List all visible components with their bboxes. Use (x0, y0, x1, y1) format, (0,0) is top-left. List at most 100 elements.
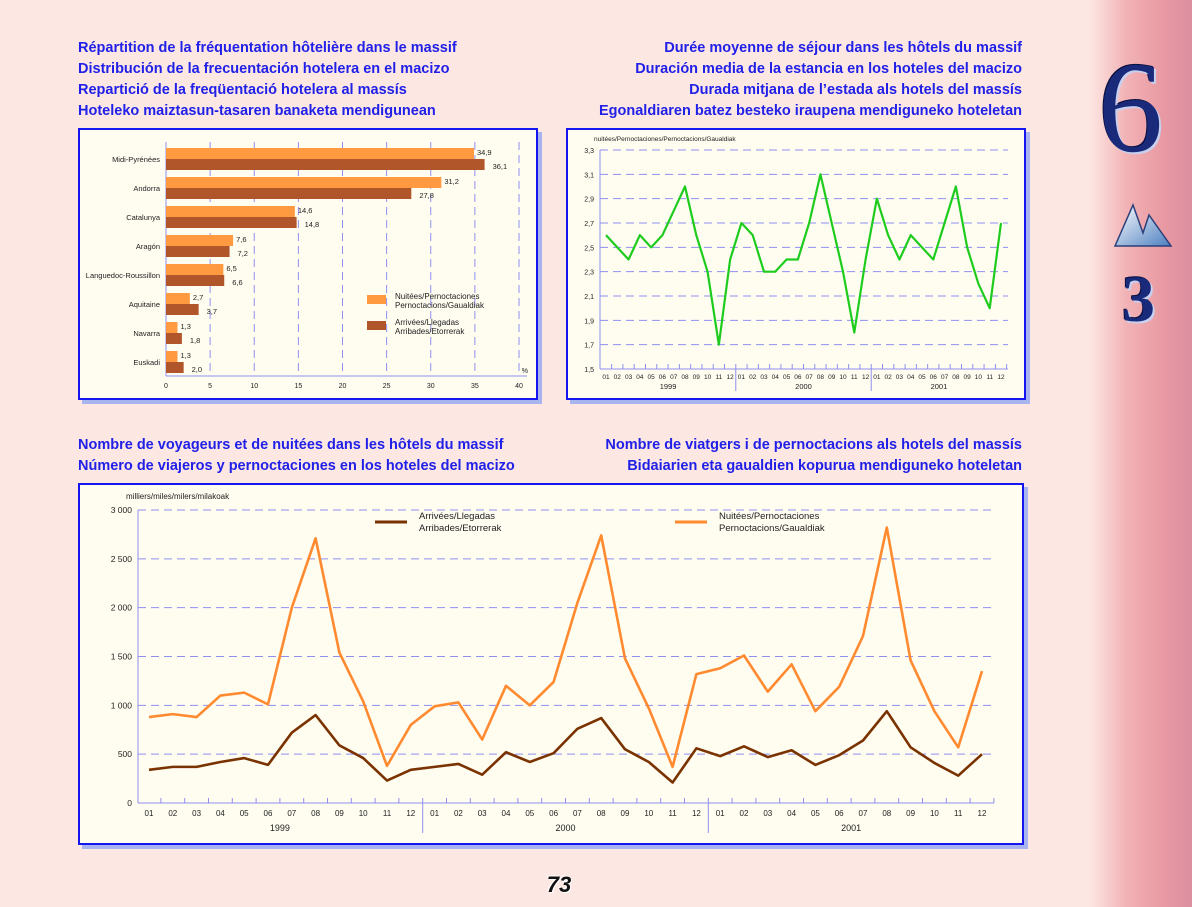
y-tick-label: 2 000 (111, 603, 133, 613)
bar-value-label: 2,7 (193, 293, 203, 302)
x-tick-label: 07 (573, 809, 582, 818)
x-tick-label: 02 (749, 374, 757, 381)
x-tick-label: 06 (659, 374, 667, 381)
x-tick-label: 03 (760, 374, 768, 381)
x-tick-label: 25 (383, 383, 391, 390)
y-tick-label: 2,3 (584, 270, 594, 277)
y-tick-label: 500 (118, 749, 132, 759)
y-tick-label: 1 000 (111, 700, 133, 710)
x-tick-label: 02 (885, 374, 893, 381)
category-label: Aquitaine (129, 300, 160, 309)
x-tick-label: 01 (738, 374, 746, 381)
y-tick-label: 2,1 (584, 294, 594, 301)
x-tick-label: 11 (715, 374, 722, 381)
x-tick-label: 03 (896, 374, 904, 381)
legend-label: Arribades/Etorrerak (395, 327, 465, 336)
x-tick-label: 10 (704, 374, 712, 381)
bar (166, 293, 190, 304)
title-line: Distribución de la frecuentación hoteler… (78, 61, 450, 77)
x-tick-label: 01 (602, 374, 610, 381)
category-label: Catalunya (126, 213, 161, 222)
year-label: 2001 (841, 823, 861, 833)
title-travelers: Nombre de voyageurs et de nuitées dans l… (78, 435, 515, 477)
title-line: Hoteleko maiztasun-tasaren banaketa mend… (78, 103, 436, 119)
x-tick-label: 10 (644, 809, 653, 818)
x-tick-label: 01 (716, 809, 725, 818)
x-tick-label: 09 (906, 809, 915, 818)
x-tick-label: 10 (975, 374, 983, 381)
bar-value-label: 7,2 (238, 249, 248, 258)
x-tick-label: 09 (828, 374, 836, 381)
x-tick-label: 05 (525, 809, 534, 818)
x-tick-label: 15 (294, 383, 302, 390)
year-label: 1999 (270, 823, 290, 833)
x-tick-label: 10 (250, 383, 258, 390)
year-label: 2001 (931, 382, 948, 391)
x-tick-label: 06 (549, 809, 558, 818)
legend-label: Nuitées/Pernoctaciones (719, 511, 820, 522)
bar (166, 264, 224, 275)
y-tick-label: 1 500 (111, 652, 133, 662)
y-tick-label: 0 (127, 798, 132, 808)
title-duration: Durée moyenne de séjour dans les hôtels … (599, 38, 1022, 122)
x-tick-label: 06 (794, 374, 802, 381)
bar (166, 188, 412, 199)
x-tick-label: 02 (454, 809, 463, 818)
legend-label: Pernoctacions/Gaualdiak (395, 301, 485, 310)
x-tick-label: 04 (502, 809, 511, 818)
x-tick-label: 10 (930, 809, 939, 818)
series-line (605, 173, 1003, 346)
bar (166, 148, 474, 159)
bar (166, 235, 234, 246)
x-tick-label: 04 (907, 374, 915, 381)
series-line (148, 709, 983, 784)
line-chart-travelers: milliers/miles/milers/milakoak 0 500 1 000 1… (78, 483, 1024, 845)
x-tick-label: 0 (164, 383, 168, 390)
category-label: Euskadi (133, 358, 160, 367)
y-tick-label: 1,9 (584, 318, 594, 325)
y-tick-label: 1,7 (584, 343, 594, 350)
bar-value-label: 1,3 (180, 351, 190, 360)
category-label: Andorra (133, 184, 161, 193)
bar-value-label: 1,8 (190, 336, 200, 345)
series-line (148, 526, 984, 769)
year-label: 1999 (660, 382, 677, 391)
x-tick-label: 12 (692, 809, 701, 818)
section-number: 3 (1122, 263, 1155, 336)
bar-value-label: 31,2 (444, 177, 459, 186)
bar (166, 333, 182, 344)
page-number: 73 (546, 872, 572, 897)
bar-value-label: 27,8 (419, 191, 434, 200)
x-tick-label: 08 (817, 374, 825, 381)
bar (166, 217, 297, 228)
y-tick-label: 2,5 (584, 245, 594, 252)
x-tick-label: 30 (427, 383, 435, 390)
x-tick-label: 05 (240, 809, 249, 818)
x-tick-label: 11 (668, 809, 677, 818)
x-tick-label: 08 (882, 809, 891, 818)
x-tick-label: 04 (772, 374, 780, 381)
x-tick-label: 09 (335, 809, 344, 818)
x-tick-label: 09 (621, 809, 630, 818)
x-tick-label: 02 (168, 809, 177, 818)
x-tick-label: 08 (311, 809, 320, 818)
bar-value-label: 6,6 (232, 278, 242, 287)
x-tick-label: 07 (287, 809, 296, 818)
x-tick-label: 12 (406, 809, 415, 818)
x-tick-label: 04 (787, 809, 796, 818)
year-label: 2000 (555, 823, 575, 833)
y-axis-unit-label: milliers/miles/milers/milakoak (126, 492, 230, 501)
x-tick-label: 12 (997, 374, 1005, 381)
category-label: Midi-Pyrénées (112, 155, 160, 164)
title-distribution: Répartition de la fréquentation hôtelièr… (78, 38, 457, 122)
chart-canvas: nuitées/Pernoctaciones/Pernoctacions/Gau… (584, 136, 1008, 391)
x-tick-label: 09 (693, 374, 701, 381)
x-tick-label: 10 (839, 374, 847, 381)
x-tick-label: 08 (597, 809, 606, 818)
x-tick-label: 12 (862, 374, 870, 381)
x-tick-label: 03 (478, 809, 487, 818)
y-tick-label: 2,7 (584, 221, 594, 228)
x-tick-label: 03 (192, 809, 201, 818)
bar-value-label: 3,7 (207, 307, 217, 316)
title-line: Durée moyenne de séjour dans les hôtels … (664, 40, 1022, 56)
